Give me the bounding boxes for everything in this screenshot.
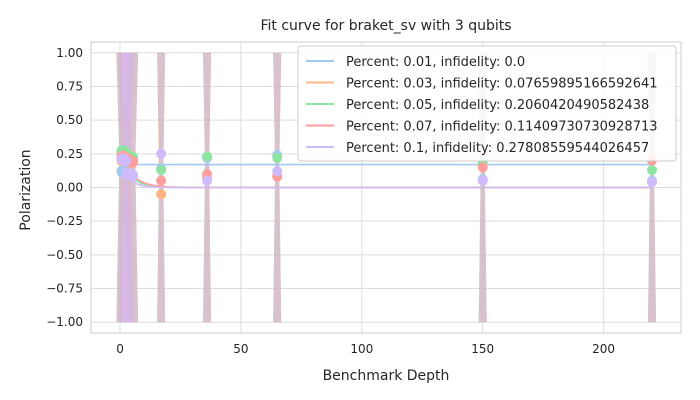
error-band <box>116 52 129 323</box>
fit-curves <box>119 149 652 189</box>
y-tick-label: −1.00 <box>46 315 83 329</box>
y-tick-label: 1.00 <box>56 46 83 60</box>
error-band <box>118 52 131 323</box>
x-tick-label: 100 <box>350 342 373 356</box>
data-point <box>118 154 131 167</box>
error-bands <box>116 52 656 323</box>
data-point <box>646 177 657 188</box>
data-point <box>477 162 488 173</box>
x-tick-label: 0 <box>116 342 124 356</box>
data-point <box>272 166 283 177</box>
legend-label: Percent: 0.07, infidelity: 0.11409730730… <box>346 120 658 135</box>
error-band <box>121 52 134 323</box>
error-band <box>126 52 139 323</box>
error-band <box>118 52 131 323</box>
y-tick-label: −0.50 <box>46 248 83 262</box>
y-tick-labels: −1.00 −0.75 −0.50 −0.25 0.00 0.25 0.50 0.75 1.00 <box>46 46 83 329</box>
error-band <box>118 52 131 323</box>
error-band <box>121 52 134 323</box>
x-axis-label: Benchmark Depth <box>323 368 450 384</box>
error-band <box>118 52 131 323</box>
y-tick-label: 0.25 <box>56 147 83 161</box>
legend-label: Percent: 0.03, infidelity: 0.07659895166… <box>346 77 658 92</box>
y-tick-label: 0.75 <box>56 79 83 93</box>
x-tick-labels: 0 50 100 150 200 <box>116 342 615 356</box>
legend-label: Percent: 0.01, infidelity: 0.0 <box>346 55 525 70</box>
error-band <box>118 52 131 323</box>
y-tick-label: −0.25 <box>46 214 83 228</box>
data-point <box>156 175 167 186</box>
data-point <box>272 152 283 163</box>
error-band <box>121 52 134 323</box>
error-band <box>121 52 134 323</box>
error-band <box>121 52 134 323</box>
error-band <box>116 52 129 323</box>
fit-curve <box>119 157 652 189</box>
data-point <box>156 148 167 159</box>
data-point <box>126 169 139 182</box>
error-band <box>116 52 129 323</box>
data-point <box>477 175 488 186</box>
y-axis-label: Polarization <box>18 149 34 230</box>
error-band <box>126 52 139 323</box>
legend-label: Percent: 0.05, infidelity: 0.20604204905… <box>346 98 649 113</box>
error-band <box>116 52 129 323</box>
x-tick-label: 150 <box>471 342 494 356</box>
x-tick-label: 50 <box>233 342 248 356</box>
legend-label: Percent: 0.1, infidelity: 0.278085595440… <box>346 141 649 156</box>
x-tick-label: 200 <box>592 342 615 356</box>
error-band <box>126 52 139 323</box>
chart-title: Fit curve for braket_sv with 3 qubits <box>260 18 511 34</box>
legend-box <box>297 45 677 162</box>
data-point <box>202 175 213 186</box>
y-tick-label: 0.50 <box>56 113 83 127</box>
y-tick-label: −0.75 <box>46 282 83 296</box>
data-point <box>156 164 167 175</box>
data-point <box>646 164 657 175</box>
data-point <box>156 189 167 200</box>
error-band <box>126 52 139 323</box>
legend: Percent: 0.01, infidelity: 0.0 Percent: 0… <box>297 45 677 162</box>
y-tick-label: 0.00 <box>56 181 83 195</box>
error-band <box>116 52 129 323</box>
error-band <box>126 52 139 323</box>
data-point <box>202 151 213 162</box>
